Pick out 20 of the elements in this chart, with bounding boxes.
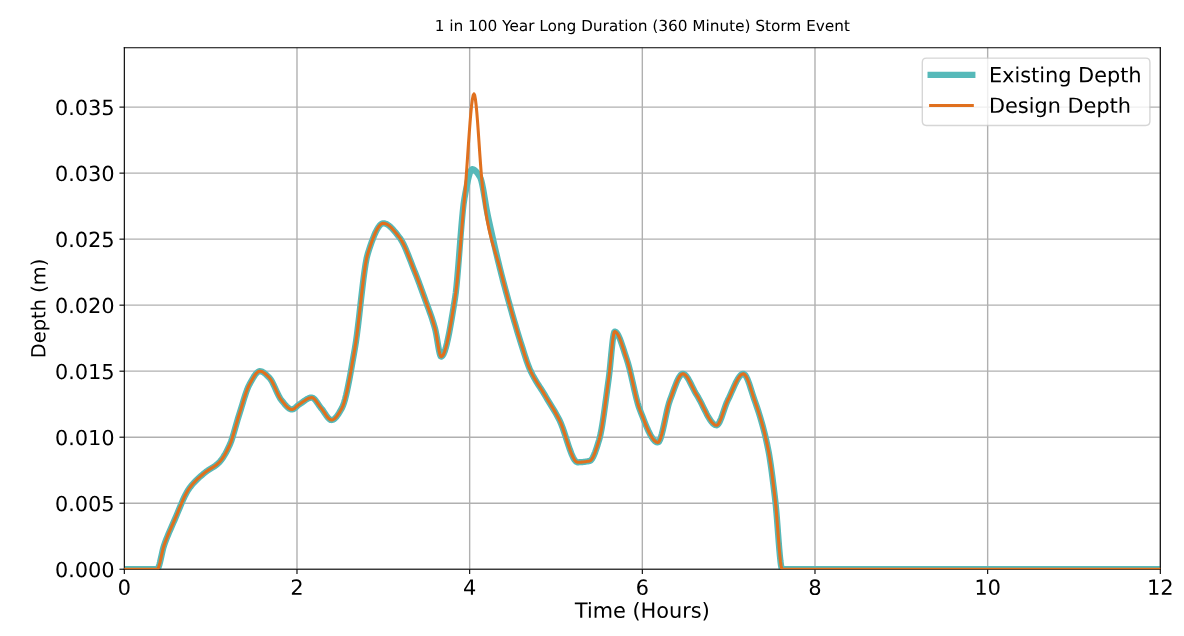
x-axis-title: Time (Hours) [574, 601, 708, 621]
y-axis-title: Depth (m) [30, 260, 50, 357]
x-tick-label: 12 [1149, 579, 1172, 595]
x-tick-label: 2 [291, 579, 302, 595]
y-tick-label: 0.020 [56, 297, 114, 314]
x-tick-label: 10 [976, 579, 1000, 596]
legend-label: Design Depth [991, 97, 1130, 118]
y-tick-label: 0.005 [56, 495, 113, 512]
y-tick-label: 0.030 [56, 165, 114, 182]
y-tick-label: 0.025 [56, 231, 113, 248]
y-tick-label: 0.010 [56, 429, 114, 446]
legend-label: Existing Depth [991, 66, 1140, 87]
x-tick-label: 8 [809, 579, 821, 596]
x-tick-label: 6 [637, 579, 648, 596]
chart-title: 1 in 100 Year Long Duration (360 Minute) Storm Event [436, 19, 850, 35]
x-tick-label: 0 [119, 579, 130, 596]
x-tick-label: 4 [464, 579, 476, 595]
y-tick-label: 0.000 [56, 561, 114, 578]
y-tick-label: 0.015 [56, 363, 113, 380]
y-tick-label: 0.035 [56, 99, 113, 116]
